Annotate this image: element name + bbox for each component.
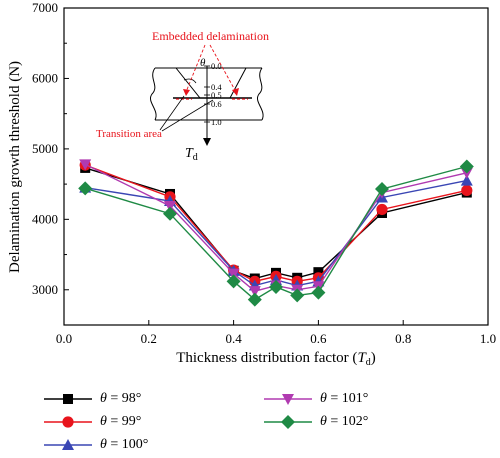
- legend-item-99: θ = 99°: [42, 411, 141, 433]
- legend-marker-triangle-up: [44, 439, 92, 450]
- legend-item-101: θ = 101°: [262, 388, 368, 410]
- x-axis-label-close: ): [371, 350, 376, 366]
- data-point: [164, 200, 176, 212]
- legend-symbol: [62, 439, 74, 450]
- x-tick-label: 0.6: [310, 331, 327, 346]
- legend: θ = 98° θ = 99° θ = 100° θ = 101° θ = 10…: [0, 378, 500, 458]
- y-tick-label: 4000: [32, 211, 58, 226]
- x-axis-label: Thickness distribution factor (Td): [176, 350, 376, 368]
- data-point: [163, 206, 177, 221]
- legend-marker-triangle-down: [264, 394, 312, 405]
- plate-break-right: [257, 67, 264, 121]
- x-tick-label: 1.0: [480, 331, 496, 346]
- transition-leader-1: [159, 95, 185, 131]
- data-point: [460, 174, 473, 186]
- legend-marker-circle: [44, 416, 92, 428]
- inset-diagram: 0.0 0.40.50.6 1.0 θ Td Embedded delamination T…: [96, 29, 269, 163]
- series-99: [79, 159, 473, 287]
- data-point: [227, 268, 240, 280]
- data-point: [248, 286, 261, 298]
- td-axis-arrow: [203, 138, 211, 146]
- td-scale-label: 1.0: [211, 117, 222, 127]
- embedded-delamination-label: Embedded delamination: [152, 29, 269, 43]
- td-scale-label: 0.5: [211, 90, 222, 100]
- embedded-arrowhead-left: [183, 89, 190, 96]
- series-layer: [78, 159, 474, 307]
- data-point: [461, 184, 473, 197]
- x-tick-label: 0.0: [56, 331, 72, 346]
- data-point: [313, 267, 324, 278]
- x-axis-label-var: T: [357, 350, 367, 366]
- legend-label: θ = 99°: [100, 414, 142, 429]
- legend-label: θ = 102°: [320, 414, 369, 429]
- td-scale-label: 0.0: [211, 61, 222, 71]
- data-point: [311, 285, 326, 300]
- legend-symbol: [281, 415, 295, 429]
- td-scale-label: 0.4: [211, 82, 222, 92]
- td-axis-label: Td: [185, 146, 198, 163]
- x-tick-label: 0.2: [141, 331, 157, 346]
- transition-area-label: Transition area: [96, 128, 162, 140]
- y-tick-label: 5000: [32, 141, 58, 156]
- x-axis-label-sub: d: [366, 357, 371, 368]
- legend-marker-diamond: [264, 415, 312, 429]
- legend-symbol: [63, 394, 73, 404]
- embedded-arrow-right: [209, 44, 237, 93]
- embedded-arrowhead-right: [232, 88, 239, 96]
- legend-symbol: [62, 416, 74, 428]
- data-point: [226, 274, 241, 289]
- y-tick-label: 6000: [32, 70, 58, 85]
- delamination-threshold-chart: 0.0 0.2 0.4 0.6 0.8 1.0 3000 4000 5000 6000 7000 0…: [7, 0, 496, 368]
- transition-leader-2: [161, 99, 214, 132]
- data-point: [79, 159, 92, 171]
- y-tick-label: 3000: [32, 282, 58, 297]
- data-point: [290, 288, 305, 303]
- y-tick-label: 7000: [32, 0, 58, 15]
- legend-label: θ = 100°: [100, 437, 149, 452]
- data-point: [269, 279, 283, 294]
- legend-item-98: θ = 98°: [42, 388, 141, 410]
- y-axis-label: Delamination growth threshold (N): [7, 61, 23, 273]
- x-tick-label: 0.4: [225, 331, 242, 346]
- plot-frame: [63, 7, 489, 326]
- plate-break-left: [150, 67, 157, 121]
- data-point: [376, 203, 388, 216]
- axis-ticks: 0.0 0.2 0.4 0.6 0.8 1.0 3000 4000 5000 6000 7000: [32, 0, 496, 346]
- data-point: [247, 292, 262, 307]
- data-point: [78, 181, 93, 196]
- legend-marker-square: [44, 394, 92, 404]
- series-line: [84, 167, 467, 280]
- legend-label: θ = 98°: [100, 391, 142, 406]
- x-axis-label-text: Thickness distribution factor (: [176, 350, 357, 366]
- x-tick-label: 0.8: [395, 331, 411, 346]
- legend-item-102: θ = 102°: [262, 411, 368, 433]
- legend-item-100: θ = 100°: [42, 434, 148, 456]
- series-line: [84, 164, 467, 283]
- data-point: [375, 182, 389, 197]
- data-point: [459, 159, 474, 174]
- plate-edges: [155, 67, 262, 121]
- legend-symbol: [282, 394, 294, 405]
- series-102: [78, 159, 474, 307]
- embedded-arrow-left: [185, 44, 206, 93]
- theta-label: θ: [200, 57, 206, 69]
- legend-label: θ = 101°: [320, 391, 369, 406]
- td-scale-label: 0.6: [211, 99, 222, 109]
